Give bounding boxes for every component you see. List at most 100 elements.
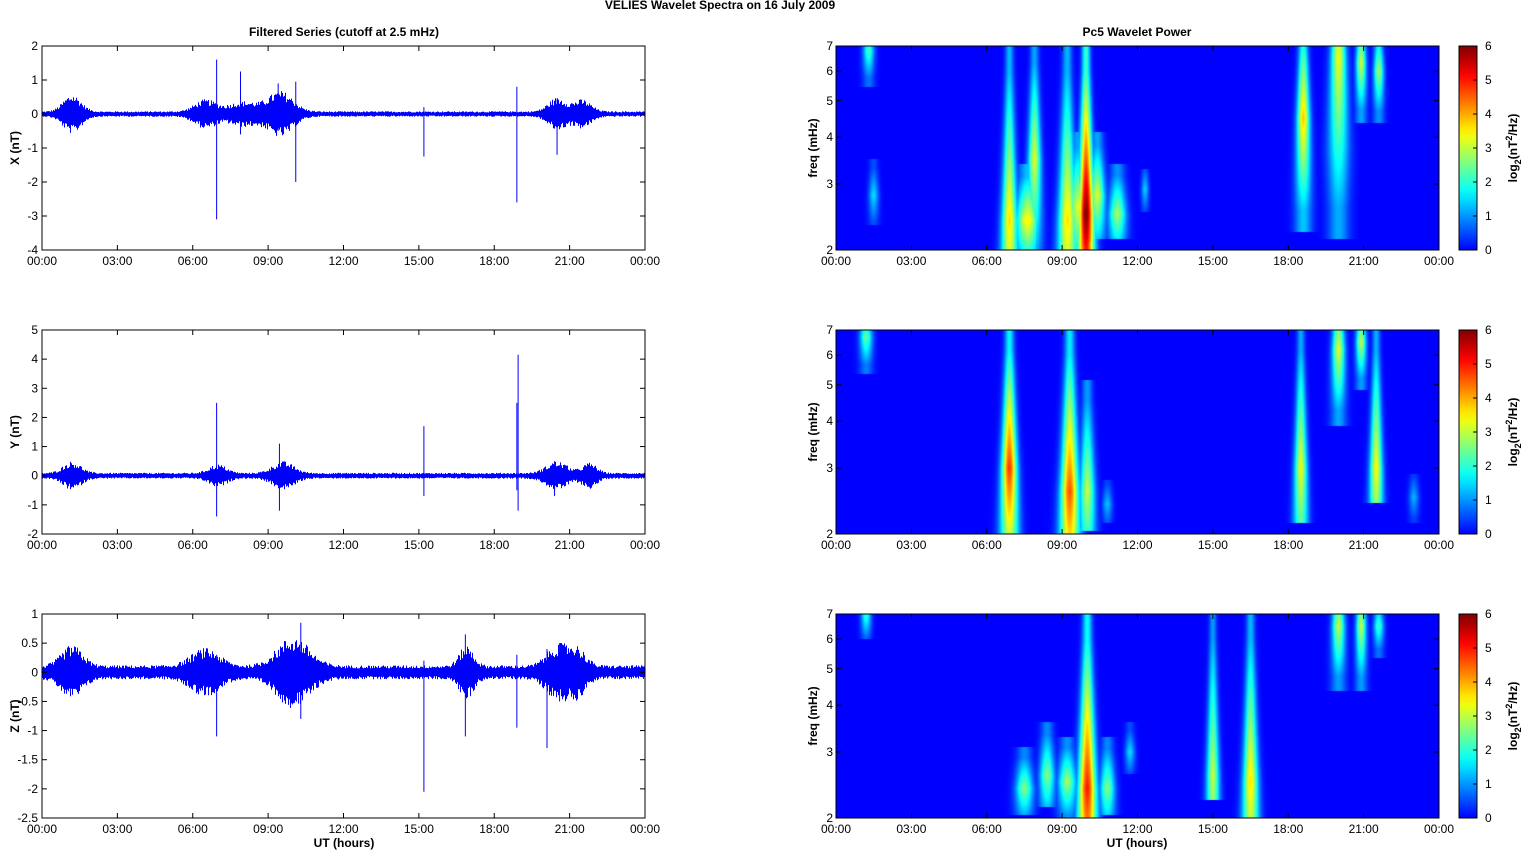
spectrogram-image	[836, 614, 1439, 818]
y-tick-label: 6	[826, 632, 833, 646]
x-tick-label: 00:00	[630, 822, 660, 836]
y-tick-label: -0.5	[17, 694, 38, 708]
x-tick-label: 12:00	[328, 822, 358, 836]
colorbar-label: log2(nT2/Hz)	[1504, 114, 1522, 183]
x-tick-label: 15:00	[1198, 822, 1228, 836]
x-tick-label: 12:00	[1122, 822, 1152, 836]
left-x-axis-label: UT (hours)	[314, 836, 375, 850]
y-tick-label: 7	[826, 607, 833, 621]
x-tick-label: 00:00	[27, 254, 57, 268]
colorbar-label-part: 2	[1504, 136, 1514, 141]
y-tick-label: 1	[31, 607, 38, 621]
y-tick-label: 2	[31, 410, 38, 424]
x-tick-label: 15:00	[404, 538, 434, 552]
x-tick-label: 18:00	[479, 254, 509, 268]
y-tick-label: 5	[826, 378, 833, 392]
y-tick-label: -2	[27, 527, 38, 541]
x-tick-label: 12:00	[328, 254, 358, 268]
y-tick-label: 7	[826, 323, 833, 337]
x-tick-label: 00:00	[27, 538, 57, 552]
spectrogram-image	[836, 330, 1439, 534]
plot-area	[42, 46, 645, 250]
y-tick-label: 2	[826, 243, 833, 257]
y-tick-label: 5	[31, 323, 38, 337]
x-tick-label: 00:00	[1424, 822, 1454, 836]
x-tick-label: 09:00	[1047, 822, 1077, 836]
colorbar-tick-label: 6	[1485, 323, 1492, 337]
left-column-title: Filtered Series (cutoff at 2.5 mHz)	[249, 25, 439, 39]
colorbar-tick-label: 5	[1485, 641, 1492, 655]
series-panel-x: 210-1-2-3-400:00 03:00 06:00 09:00 12:00 15:0…	[8, 39, 660, 268]
x-tick-label: 00:00	[821, 254, 851, 268]
x-tick-label: 09:00	[1047, 538, 1077, 552]
colorbar-tick-label: 0	[1485, 527, 1492, 541]
y-tick-label: 3	[31, 381, 38, 395]
colorbar-tick-label: 0	[1485, 243, 1492, 257]
right-x-axis-label: UT (hours)	[1107, 836, 1168, 850]
spectrogram-image	[836, 46, 1439, 250]
y-tick-label: 3	[826, 745, 833, 759]
x-tick-label: 03:00	[896, 822, 926, 836]
colorbar-tick-label: 2	[1485, 175, 1492, 189]
x-tick-label: 15:00	[1198, 538, 1228, 552]
y-tick-label: 3	[826, 177, 833, 191]
colorbar-label-part: /Hz)	[1506, 682, 1520, 704]
y-tick-label: 6	[826, 64, 833, 78]
colorbar-label: log2(nT2/Hz)	[1504, 398, 1522, 467]
x-tick-label: 00:00	[1424, 538, 1454, 552]
x-tick-label: 09:00	[1047, 254, 1077, 268]
y-tick-label: 6	[826, 348, 833, 362]
right-column-title: Pc5 Wavelet Power	[1083, 25, 1192, 39]
x-tick-label: 18:00	[1273, 254, 1303, 268]
colorbar-tick-label: 0	[1485, 811, 1492, 825]
y-tick-label: 0	[31, 665, 38, 679]
x-tick-label: 03:00	[102, 822, 132, 836]
colorbar-label-part: (nT	[1506, 424, 1520, 443]
y-tick-label: -2	[27, 782, 38, 796]
colorbar-tick-label: 6	[1485, 607, 1492, 621]
x-tick-label: 00:00	[821, 822, 851, 836]
y-tick-label: -1	[27, 141, 38, 155]
x-tick-label: 00:00	[630, 254, 660, 268]
colorbar-tick-label: 6	[1485, 39, 1492, 53]
x-tick-label: 00:00	[27, 822, 57, 836]
plot-area	[42, 330, 645, 534]
colorbar-tick-label: 3	[1485, 709, 1492, 723]
y-tick-label: 4	[826, 698, 833, 712]
x-tick-label: 18:00	[1273, 822, 1303, 836]
y-tick-label: 5	[826, 662, 833, 676]
figure-title: VELIES Wavelet Spectra on 16 July 2009	[605, 0, 836, 12]
colorbar-label-part: log	[1506, 164, 1520, 182]
x-tick-label: 21:00	[1349, 822, 1379, 836]
y-tick-label: 4	[31, 352, 38, 366]
colorbar-label-part: 2	[1504, 704, 1514, 709]
x-tick-label: 06:00	[972, 538, 1002, 552]
colorbar-tick-label: 3	[1485, 425, 1492, 439]
x-tick-label: 03:00	[102, 538, 132, 552]
x-tick-label: 03:00	[896, 254, 926, 268]
y-tick-label: -2	[27, 175, 38, 189]
colorbar-tick-label: 1	[1485, 493, 1492, 507]
y-tick-label: -1	[27, 724, 38, 738]
y-tick-label: 2	[31, 39, 38, 53]
y-tick-label: 4	[826, 130, 833, 144]
colorbar-tick-label: 4	[1485, 391, 1492, 405]
x-tick-label: 15:00	[404, 254, 434, 268]
colorbar-label-part: log	[1506, 448, 1520, 466]
y-tick-label: 3	[826, 461, 833, 475]
x-tick-label: 21:00	[1349, 538, 1379, 552]
y-axis-label: freq (mHz)	[806, 686, 820, 745]
x-tick-label: 03:00	[896, 538, 926, 552]
y-axis-label: Z (nT)	[8, 699, 22, 732]
y-tick-label: 1	[31, 73, 38, 87]
x-tick-label: 00:00	[821, 538, 851, 552]
y-tick-label: 5	[826, 94, 833, 108]
y-axis-label: freq (mHz)	[806, 402, 820, 461]
y-tick-label: -1	[27, 498, 38, 512]
